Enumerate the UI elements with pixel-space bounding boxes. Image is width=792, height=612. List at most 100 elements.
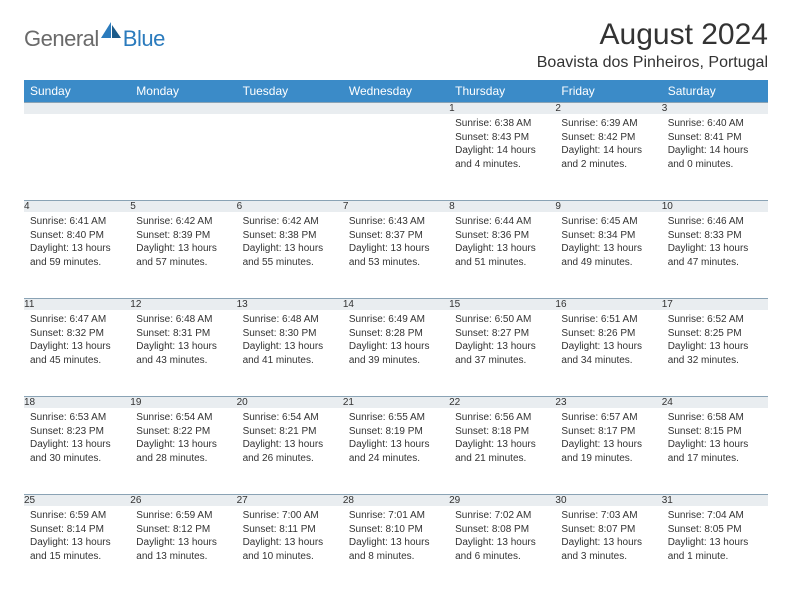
day-cell: Sunrise: 6:59 AMSunset: 8:14 PMDaylight:… — [24, 506, 130, 592]
day-info-line: Daylight: 13 hours and 53 minutes. — [349, 242, 443, 269]
day-number-cell: 7 — [343, 201, 449, 213]
day-info-line: Sunrise: 6:41 AM — [30, 215, 124, 229]
day-number-cell: 3 — [662, 103, 768, 115]
day-info-line: Daylight: 13 hours and 17 minutes. — [668, 438, 762, 465]
day-cell: Sunrise: 6:40 AMSunset: 8:41 PMDaylight:… — [662, 114, 768, 201]
day-info-line: Daylight: 13 hours and 59 minutes. — [30, 242, 124, 269]
day-info-line: Sunset: 8:07 PM — [561, 523, 655, 537]
weekday-header-row: Sunday Monday Tuesday Wednesday Thursday… — [24, 80, 768, 103]
day-cell: Sunrise: 6:42 AMSunset: 8:38 PMDaylight:… — [237, 212, 343, 299]
day-info-line: Sunset: 8:23 PM — [30, 425, 124, 439]
day-info-line: Sunrise: 7:03 AM — [561, 509, 655, 523]
day-cell: Sunrise: 6:54 AMSunset: 8:22 PMDaylight:… — [130, 408, 236, 495]
day-cell-body: Sunrise: 6:41 AMSunset: 8:40 PMDaylight:… — [24, 212, 130, 271]
day-cell — [343, 114, 449, 201]
day-cell-body: Sunrise: 6:38 AMSunset: 8:43 PMDaylight:… — [449, 114, 555, 173]
day-cell-body: Sunrise: 6:50 AMSunset: 8:27 PMDaylight:… — [449, 310, 555, 369]
day-number-row: 123 — [24, 103, 768, 115]
day-info-line: Sunset: 8:36 PM — [455, 229, 549, 243]
day-info-line: Daylight: 13 hours and 37 minutes. — [455, 340, 549, 367]
calendar-table: Sunday Monday Tuesday Wednesday Thursday… — [24, 80, 768, 592]
day-number-cell — [130, 103, 236, 115]
day-info-line: Daylight: 13 hours and 45 minutes. — [30, 340, 124, 367]
day-number-cell: 6 — [237, 201, 343, 213]
logo-text-general: General — [24, 26, 99, 52]
day-number-cell: 4 — [24, 201, 130, 213]
day-cell-body: Sunrise: 6:40 AMSunset: 8:41 PMDaylight:… — [662, 114, 768, 173]
day-info-line: Sunset: 8:38 PM — [243, 229, 337, 243]
day-info-line: Sunrise: 6:55 AM — [349, 411, 443, 425]
day-number-cell: 21 — [343, 397, 449, 409]
day-cell: Sunrise: 6:54 AMSunset: 8:21 PMDaylight:… — [237, 408, 343, 495]
day-number-cell: 8 — [449, 201, 555, 213]
day-cell-body: Sunrise: 7:02 AMSunset: 8:08 PMDaylight:… — [449, 506, 555, 565]
day-info-line: Sunrise: 7:01 AM — [349, 509, 443, 523]
day-info-line: Daylight: 13 hours and 47 minutes. — [668, 242, 762, 269]
day-cell: Sunrise: 7:04 AMSunset: 8:05 PMDaylight:… — [662, 506, 768, 592]
day-info-line: Daylight: 13 hours and 24 minutes. — [349, 438, 443, 465]
day-number-cell: 12 — [130, 299, 236, 311]
day-content-row: Sunrise: 6:47 AMSunset: 8:32 PMDaylight:… — [24, 310, 768, 397]
day-cell-body: Sunrise: 6:59 AMSunset: 8:14 PMDaylight:… — [24, 506, 130, 565]
day-info-line: Sunset: 8:17 PM — [561, 425, 655, 439]
logo-sail-icon — [101, 22, 123, 45]
day-info-line: Daylight: 13 hours and 32 minutes. — [668, 340, 762, 367]
day-cell-body — [130, 114, 236, 119]
day-info-line: Sunrise: 6:45 AM — [561, 215, 655, 229]
day-info-line: Sunset: 8:19 PM — [349, 425, 443, 439]
location-subtitle: Boavista dos Pinheiros, Portugal — [537, 54, 768, 72]
day-info-line: Sunset: 8:40 PM — [30, 229, 124, 243]
day-info-line: Sunrise: 6:48 AM — [136, 313, 230, 327]
day-number-cell: 13 — [237, 299, 343, 311]
day-info-line: Daylight: 13 hours and 49 minutes. — [561, 242, 655, 269]
day-info-line: Sunset: 8:37 PM — [349, 229, 443, 243]
day-info-line: Daylight: 14 hours and 0 minutes. — [668, 144, 762, 171]
weekday-header: Friday — [555, 80, 661, 103]
day-info-line: Sunset: 8:28 PM — [349, 327, 443, 341]
day-cell-body: Sunrise: 7:04 AMSunset: 8:05 PMDaylight:… — [662, 506, 768, 565]
day-info-line: Daylight: 13 hours and 39 minutes. — [349, 340, 443, 367]
day-info-line: Sunset: 8:32 PM — [30, 327, 124, 341]
day-cell-body: Sunrise: 6:39 AMSunset: 8:42 PMDaylight:… — [555, 114, 661, 173]
day-cell: Sunrise: 6:53 AMSunset: 8:23 PMDaylight:… — [24, 408, 130, 495]
day-cell: Sunrise: 6:57 AMSunset: 8:17 PMDaylight:… — [555, 408, 661, 495]
day-cell-body: Sunrise: 6:55 AMSunset: 8:19 PMDaylight:… — [343, 408, 449, 467]
day-number-row: 11121314151617 — [24, 299, 768, 311]
day-info-line: Sunrise: 7:04 AM — [668, 509, 762, 523]
calendar-body: 123Sunrise: 6:38 AMSunset: 8:43 PMDaylig… — [24, 103, 768, 593]
day-cell: Sunrise: 6:50 AMSunset: 8:27 PMDaylight:… — [449, 310, 555, 397]
day-cell: Sunrise: 7:01 AMSunset: 8:10 PMDaylight:… — [343, 506, 449, 592]
day-info-line: Sunrise: 6:42 AM — [136, 215, 230, 229]
day-info-line: Daylight: 13 hours and 34 minutes. — [561, 340, 655, 367]
day-info-line: Sunrise: 6:38 AM — [455, 117, 549, 131]
day-cell-body — [24, 114, 130, 119]
day-cell-body: Sunrise: 6:43 AMSunset: 8:37 PMDaylight:… — [343, 212, 449, 271]
day-info-line: Sunrise: 7:02 AM — [455, 509, 549, 523]
day-cell: Sunrise: 6:48 AMSunset: 8:31 PMDaylight:… — [130, 310, 236, 397]
day-info-line: Sunrise: 6:54 AM — [136, 411, 230, 425]
day-info-line: Sunrise: 6:59 AM — [136, 509, 230, 523]
day-number-cell — [343, 103, 449, 115]
day-info-line: Sunset: 8:08 PM — [455, 523, 549, 537]
day-number-cell — [237, 103, 343, 115]
weekday-header: Thursday — [449, 80, 555, 103]
day-info-line: Sunset: 8:14 PM — [30, 523, 124, 537]
day-content-row: Sunrise: 6:59 AM Sunset: 8:14 PMDaylight:… — [24, 506, 768, 592]
day-cell-body: Sunrise: 6:48 AMSunset: 8:30 PMDaylight:… — [237, 310, 343, 369]
day-info-line: Sunset: 8:30 PM — [243, 327, 337, 341]
day-number-cell: 24 — [662, 397, 768, 409]
weekday-header: Monday — [130, 80, 236, 103]
day-cell-body: Sunrise: 6:44 AMSunset: 8:36 PMDaylight:… — [449, 212, 555, 271]
day-content-row: Sunrise: 6:38 AMSunset: 8:43 PMDaylight:… — [24, 114, 768, 201]
day-number-cell: 14 — [343, 299, 449, 311]
day-info-line: Sunrise: 6:54 AM — [243, 411, 337, 425]
day-number-row: 25262728293031 — [24, 495, 768, 507]
day-cell: Sunrise: 6:47 AMSunset: 8:32 PMDaylight:… — [24, 310, 130, 397]
day-cell-body: Sunrise: 6:52 AMSunset: 8:25 PMDaylight:… — [662, 310, 768, 369]
day-info-line: Sunset: 8:22 PM — [136, 425, 230, 439]
day-number-cell: 10 — [662, 201, 768, 213]
day-info-line: Daylight: 13 hours and 15 minutes. — [30, 536, 124, 563]
weekday-header: Sunday — [24, 80, 130, 103]
logo: General Blue — [24, 22, 165, 55]
day-cell: Sunrise: 6:59 AMSunset: 8:12 PMDaylight:… — [130, 506, 236, 592]
